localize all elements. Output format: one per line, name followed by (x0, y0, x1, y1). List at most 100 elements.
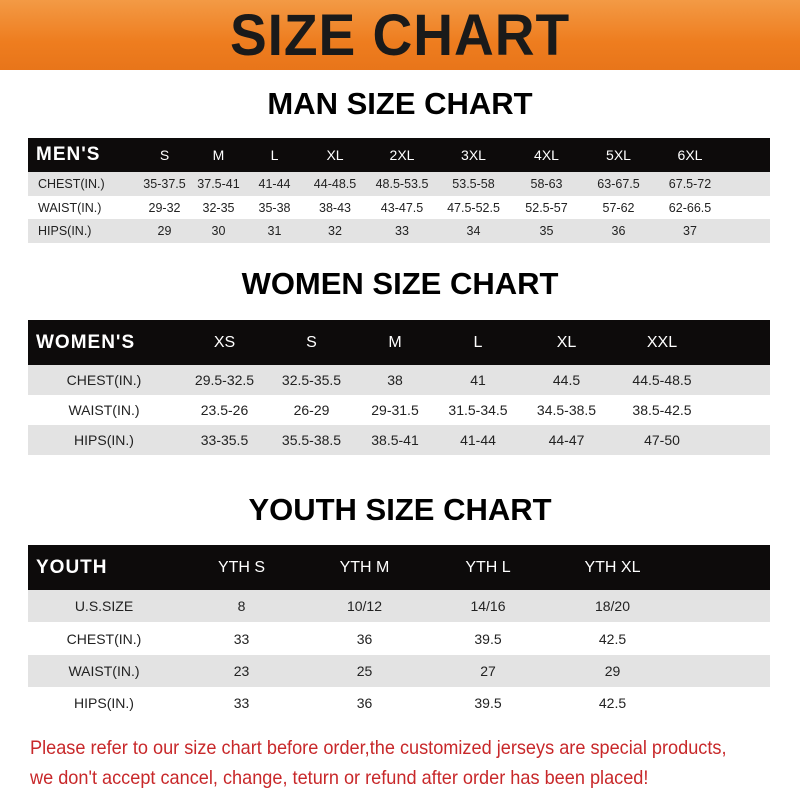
measurement-cell: 62-66.5 (668, 200, 712, 215)
size-column-header: YTH XL (584, 558, 641, 576)
size-column-header: M (212, 147, 225, 163)
measurement-cell: 33 (233, 630, 250, 647)
measurement-cell: 29-31.5 (371, 402, 419, 418)
size-column-header: XL (326, 147, 344, 163)
measurement-cell: 39.5 (474, 694, 502, 711)
measurement-cell: 44.5-48.5 (632, 372, 692, 388)
row-label: HIPS(IN.) (38, 224, 92, 238)
measurement-cell: 52.5-57 (525, 200, 568, 215)
measurement-cell: 35 (539, 224, 554, 238)
size-column-header: 4XL (534, 147, 559, 163)
measurement-cell: 27 (480, 663, 496, 679)
size-column-header: L (473, 333, 483, 351)
men-size-table: MEN'S S M L XL 2XL 3XL 4XL 5XL 6XL CHEST(IN.) 35-37… (28, 138, 770, 243)
measurement-cell: 31.5-34.5 (448, 402, 508, 418)
measurement-cell: 29 (604, 663, 621, 679)
measurement-cell: 33 (395, 224, 409, 238)
measurement-cell: 14/16 (470, 598, 506, 614)
row-label: CHEST(IN.) (66, 630, 142, 647)
measurement-cell: 44-47 (548, 432, 585, 448)
banner-title: SIZE CHART (229, 2, 571, 68)
size-column-header: YTH S (217, 558, 266, 576)
row-label: U.S.SIZE (74, 598, 134, 614)
size-column-header: S (159, 147, 170, 163)
measurement-cell: 36 (611, 224, 626, 238)
measurement-cell: 10/12 (346, 598, 383, 614)
table-row: U.S.SIZE 8 10/12 14/16 18/20 (28, 590, 770, 622)
measurement-cell: 23 (233, 663, 250, 679)
measurement-cell: 30 (211, 224, 226, 238)
size-column-header: XL (556, 333, 577, 351)
row-label: CHEST(IN.) (66, 372, 142, 388)
disclaimer-line: Please refer to our size chart before or… (30, 737, 727, 759)
youth-size-table: YOUTH YTH S YTH M YTH L YTH XL U.S.SIZE 8 10/12… (28, 545, 770, 718)
measurement-cell: 29-32 (148, 200, 181, 215)
measurement-cell: 37.5-41 (197, 177, 240, 191)
measurement-cell: 36 (356, 630, 373, 647)
table-header-row: MEN'S S M L XL 2XL 3XL 4XL 5XL 6XL (28, 138, 770, 172)
table-row: HIPS(IN.) 33 36 39.5 42.5 (28, 687, 770, 718)
measurement-cell: 38-43 (319, 200, 351, 215)
row-label: HIPS(IN.) (74, 432, 134, 448)
row-label: WAIST(IN.) (38, 200, 102, 215)
measurement-cell: 35.5-38.5 (281, 432, 342, 448)
measurement-cell: 34.5-38.5 (536, 402, 597, 418)
table-header-row: WOMEN'S XS S M L XL XXL (28, 320, 770, 365)
measurement-cell: 35-38 (258, 200, 291, 215)
measurement-cell: 41-44 (460, 432, 496, 448)
disclaimer: Please refer to our size chart before or… (30, 733, 727, 793)
disclaimer-line: we don't accept cancel, change, teturn o… (30, 767, 649, 789)
size-column-header: 6XL (677, 147, 703, 163)
table-header-label: WOMEN'S (36, 331, 136, 353)
measurement-cell: 32.5-35.5 (281, 372, 342, 388)
table-row: CHEST(IN.) 35-37.5 37.5-41 41-44 44-48.5 48.5… (28, 172, 770, 196)
women-title: WOMEN SIZE CHART (241, 266, 559, 301)
measurement-cell: 48.5-53.5 (375, 177, 429, 191)
men-title: MAN SIZE CHART (267, 86, 533, 121)
size-column-header: M (388, 333, 402, 351)
measurement-cell: 37 (683, 224, 697, 238)
measurement-cell: 67.5-72 (668, 177, 712, 191)
measurement-cell: 41 (470, 372, 486, 388)
size-chart-banner: SIZE CHART (0, 0, 800, 70)
measurement-cell: 38.5-41 (371, 432, 419, 448)
row-label: CHEST(IN.) (38, 177, 105, 191)
measurement-cell: 39.5 (474, 630, 502, 647)
measurement-cell: 31 (267, 224, 282, 238)
row-label: HIPS(IN.) (74, 694, 134, 711)
table-row: CHEST(IN.) 29.5-32.5 32.5-35.5 38 41 44.5 44.5… (28, 365, 770, 395)
measurement-cell: 38 (387, 372, 403, 388)
measurement-cell: 38.5-42.5 (632, 402, 692, 418)
size-column-header: 3XL (461, 147, 486, 163)
table-row: WAIST(IN.) 23 25 27 29 (28, 655, 770, 687)
size-column-header: YTH M (339, 558, 390, 576)
table-header-label: MEN'S (36, 144, 101, 165)
size-column-header: YTH L (465, 558, 511, 576)
measurement-cell: 32-35 (202, 200, 235, 215)
measurement-cell: 25 (356, 663, 373, 679)
measurement-cell: 44-48.5 (313, 177, 357, 191)
women-size-table: WOMEN'S XS S M L XL XXL CHEST(IN.) 29.5-32.5 32.5… (28, 320, 770, 455)
measurement-cell: 35-37.5 (143, 177, 186, 191)
measurement-cell: 29 (157, 224, 172, 238)
row-label: WAIST(IN.) (68, 663, 140, 679)
measurement-cell: 41-44 (258, 177, 291, 191)
size-column-header: S (306, 333, 317, 351)
table-row: HIPS(IN.) 29 30 31 32 33 34 35 36 37 (28, 219, 770, 243)
measurement-cell: 34 (466, 224, 481, 238)
measurement-cell: 47-50 (644, 432, 680, 448)
measurement-cell: 8 (237, 598, 246, 614)
size-column-header: 5XL (606, 147, 631, 163)
table-header-label: YOUTH (36, 556, 108, 578)
measurement-cell: 32 (328, 224, 342, 238)
measurement-cell: 44.5 (552, 372, 581, 388)
measurement-cell: 47.5-52.5 (447, 200, 500, 215)
youth-title: YOUTH SIZE CHART (248, 492, 552, 527)
table-row: HIPS(IN.) 33-35.5 35.5-38.5 38.5-41 41-44 44-… (28, 425, 770, 455)
table-header-row: YOUTH YTH S YTH M YTH L YTH XL (28, 545, 770, 590)
table-row: CHEST(IN.) 33 36 39.5 42.5 (28, 622, 770, 655)
measurement-cell: 53.5-58 (452, 177, 495, 191)
measurement-cell: 18/20 (594, 598, 631, 614)
size-column-header: XXL (646, 333, 678, 351)
measurement-cell: 57-62 (602, 200, 635, 215)
